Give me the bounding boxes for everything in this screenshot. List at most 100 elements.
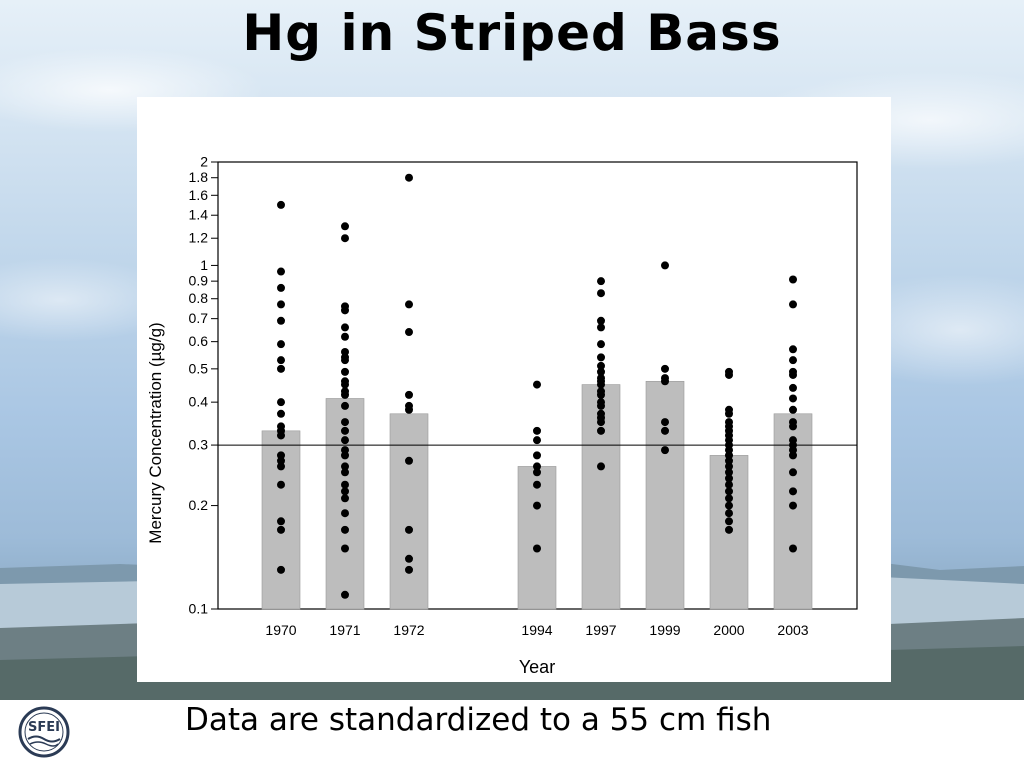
data-point-1994 bbox=[533, 462, 541, 471]
y-axis-label: Mercury Concentration (µg/g) bbox=[146, 322, 165, 543]
data-point-1997 bbox=[597, 361, 605, 370]
bar-1994 bbox=[517, 466, 557, 610]
data-point-2000 bbox=[725, 456, 733, 465]
data-point-1970 bbox=[277, 283, 285, 292]
data-point-2003 bbox=[789, 345, 797, 354]
y-tick-label: 0.4 bbox=[189, 394, 209, 410]
data-point-1999 bbox=[661, 426, 669, 435]
data-point-1971 bbox=[341, 451, 349, 460]
y-tick-label: 0.9 bbox=[189, 273, 209, 289]
data-point-1971 bbox=[341, 436, 349, 445]
data-point-1971 bbox=[341, 306, 349, 315]
data-point-1999 bbox=[661, 418, 669, 427]
data-point-1970 bbox=[277, 364, 285, 373]
data-point-1971 bbox=[341, 462, 349, 471]
data-point-1970 bbox=[277, 456, 285, 465]
y-tick-label: 1.8 bbox=[189, 169, 209, 185]
data-point-1994 bbox=[533, 380, 541, 389]
data-point-1972 bbox=[405, 554, 413, 563]
y-tick-label: 1.4 bbox=[189, 207, 209, 223]
data-point-2003 bbox=[789, 422, 797, 431]
data-point-1999 bbox=[661, 446, 669, 455]
bar-1999 bbox=[645, 380, 685, 610]
data-point-1972 bbox=[405, 565, 413, 574]
data-point-1971 bbox=[341, 380, 349, 389]
data-point-1971 bbox=[341, 468, 349, 477]
data-point-1997 bbox=[597, 340, 605, 349]
footer-bar bbox=[0, 700, 1024, 768]
data-point-1970 bbox=[277, 431, 285, 440]
data-point-1970 bbox=[277, 200, 285, 209]
data-point-1971 bbox=[341, 401, 349, 410]
data-point-1970 bbox=[277, 398, 285, 407]
x-tick-label: 2003 bbox=[777, 622, 808, 638]
bar-1972 bbox=[389, 413, 429, 610]
data-point-1994 bbox=[533, 436, 541, 445]
data-point-1972 bbox=[405, 456, 413, 465]
data-point-1997 bbox=[597, 367, 605, 376]
data-point-2000 bbox=[725, 474, 733, 483]
footnote: Data are standardized to a 55 cm fish bbox=[185, 702, 772, 738]
data-point-1971 bbox=[341, 222, 349, 231]
data-point-2000 bbox=[725, 409, 733, 418]
x-tick-label: 1994 bbox=[521, 622, 552, 638]
slide-title: Hg in Striped Bass bbox=[242, 4, 782, 62]
data-point-2003 bbox=[789, 487, 797, 496]
data-point-1971 bbox=[341, 418, 349, 427]
y-tick-label: 0.3 bbox=[189, 437, 209, 453]
y-tick-label: 0.6 bbox=[189, 333, 209, 349]
data-point-1997 bbox=[597, 462, 605, 471]
data-point-1997 bbox=[597, 380, 605, 389]
data-point-2000 bbox=[725, 494, 733, 503]
data-point-1970 bbox=[277, 300, 285, 309]
sfei-logo: SFEI bbox=[18, 706, 70, 758]
data-point-1994 bbox=[533, 480, 541, 489]
data-point-2003 bbox=[789, 394, 797, 403]
data-point-1971 bbox=[341, 367, 349, 376]
y-tick-label: 1 bbox=[200, 257, 208, 273]
data-point-1997 bbox=[597, 353, 605, 362]
x-tick-label: 1970 bbox=[265, 622, 296, 638]
data-point-2003 bbox=[789, 370, 797, 379]
y-tick-label: 2 bbox=[200, 154, 208, 170]
data-point-1994 bbox=[533, 451, 541, 460]
data-point-1997 bbox=[597, 418, 605, 427]
data-point-1970 bbox=[277, 316, 285, 325]
x-tick-label: 1997 bbox=[585, 622, 616, 638]
y-tick-label: 0.5 bbox=[189, 360, 209, 376]
data-point-1971 bbox=[341, 234, 349, 243]
data-point-1997 bbox=[597, 426, 605, 435]
data-point-1970 bbox=[277, 356, 285, 365]
data-point-2000 bbox=[725, 370, 733, 379]
data-point-2003 bbox=[789, 451, 797, 460]
data-point-1972 bbox=[405, 328, 413, 337]
data-point-2003 bbox=[789, 275, 797, 284]
data-point-2003 bbox=[789, 544, 797, 553]
y-tick-label: 0.7 bbox=[189, 310, 209, 326]
data-point-1997 bbox=[597, 401, 605, 410]
data-point-1970 bbox=[277, 480, 285, 489]
data-point-1994 bbox=[533, 468, 541, 477]
data-point-2000 bbox=[725, 525, 733, 534]
data-point-1997 bbox=[597, 289, 605, 298]
data-point-1971 bbox=[341, 509, 349, 518]
data-point-1999 bbox=[661, 261, 669, 270]
data-point-1972 bbox=[405, 405, 413, 414]
y-tick-label: 0.1 bbox=[189, 601, 209, 617]
data-point-1971 bbox=[341, 525, 349, 534]
x-tick-label: 2000 bbox=[713, 622, 744, 638]
data-point-1970 bbox=[277, 517, 285, 526]
data-point-1971 bbox=[341, 390, 349, 399]
data-point-1970 bbox=[277, 267, 285, 276]
data-point-1971 bbox=[341, 426, 349, 435]
x-tick-label: 1999 bbox=[649, 622, 680, 638]
data-point-2003 bbox=[789, 300, 797, 309]
data-point-1971 bbox=[341, 480, 349, 489]
svg-text:SFEI: SFEI bbox=[28, 720, 60, 735]
data-point-2000 bbox=[725, 517, 733, 526]
chart-panel: 0.1 0.2 0.3 0.4 0.5 0.6 0.7 0.8 0.9 1 1.2 1.4 1.6 1.8… bbox=[137, 97, 891, 682]
data-point-2000 bbox=[725, 480, 733, 489]
data-point-2000 bbox=[725, 462, 733, 471]
x-tick-label: 1971 bbox=[329, 622, 360, 638]
data-point-1971 bbox=[341, 590, 349, 599]
